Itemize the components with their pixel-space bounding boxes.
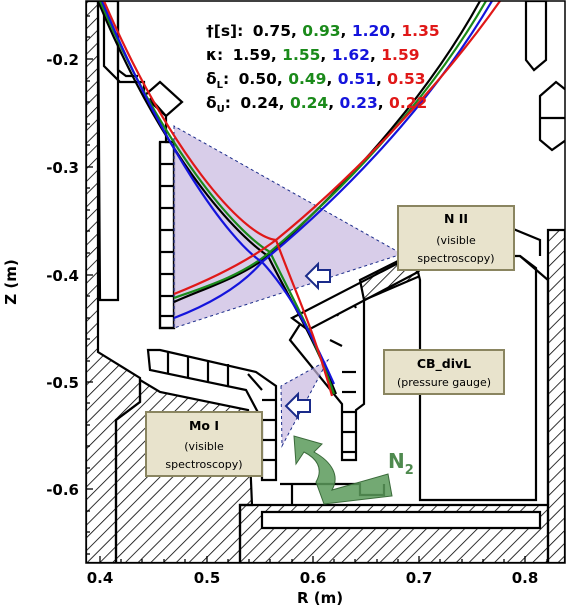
- mo-box-title: Mo I: [189, 418, 219, 433]
- y-tick-label: -0.3: [46, 159, 79, 177]
- cb-box-title: CB_divL: [417, 356, 471, 372]
- x-tick-label: 0.5: [194, 569, 221, 587]
- n2-annotation-box: N II (visible spectroscopy): [397, 205, 515, 271]
- mo-view-arrow: [284, 391, 311, 421]
- y-tick-label: -0.4: [46, 267, 79, 285]
- x-tick-label: 0.7: [406, 569, 433, 587]
- left-inner-wall: [96, 1, 120, 302]
- upper-right-blocks: [538, 80, 565, 152]
- n2-view-arrow: [304, 261, 331, 291]
- n2-gas-arrow: N2: [293, 435, 414, 505]
- legend-row-kappa: κ: 1.59, 1.55, 1.62, 1.59: [206, 46, 420, 64]
- separatrix-traces: [96, 1, 501, 397]
- y-axis-title: Z (m): [2, 259, 20, 304]
- separatrix-trace-120s: [100, 1, 493, 385]
- shape-parameter-legend: †[s]: 0.75, 0.93, 1.20, 1.35 κ: 1.59, 1.…: [206, 22, 440, 115]
- x-tick-label: 0.8: [512, 569, 539, 587]
- lower-shelf-tiles: [166, 352, 276, 462]
- x-tick-label: 0.6: [300, 569, 327, 587]
- separatrix-trace-135s: [102, 1, 501, 397]
- x-tick-labels: 0.4 0.5 0.6 0.7 0.8: [87, 569, 539, 587]
- x-axis: [99, 556, 548, 563]
- x-axis-title: R (m): [297, 589, 343, 607]
- cb-annotation-box: CB_divL (pressure gauge): [383, 349, 505, 395]
- legend-row-delta-lower: δL: 0.50, 0.49, 0.51, 0.53: [206, 70, 426, 91]
- upper-right-tiles: [524, 1, 548, 72]
- y-axis: [86, 15, 93, 555]
- n2-box-sub1: (visible: [436, 234, 476, 247]
- floor-inner-box: [260, 510, 542, 530]
- mo-box-sub1: (visible: [184, 440, 224, 453]
- cb-box-sub1: (pressure gauge): [397, 376, 491, 389]
- y-tick-label: -0.5: [46, 374, 79, 392]
- right-hatched-wall: [546, 228, 565, 563]
- plot-frame: [85, 0, 566, 564]
- n2-box-sub2: spectroscopy): [417, 252, 494, 265]
- legend-row-time: †[s]: 0.75, 0.93, 1.20, 1.35: [206, 22, 440, 40]
- y-tick-label: -0.6: [46, 481, 79, 499]
- n2-label: N2: [388, 449, 414, 478]
- legend-row-delta-upper: δU: 0.24, 0.24, 0.23, 0.22: [206, 94, 427, 115]
- y-tick-label: -0.2: [46, 51, 79, 69]
- y-tick-labels: -0.2 -0.3 -0.4 -0.5 -0.6: [46, 51, 79, 499]
- mo-box-sub2: spectroscopy): [165, 458, 242, 471]
- n2-box-title: N II: [444, 211, 468, 226]
- mo-annotation-box: Mo I (visible spectroscopy): [145, 411, 263, 477]
- x-tick-label: 0.4: [87, 569, 114, 587]
- view-direction-arrows: [284, 261, 331, 421]
